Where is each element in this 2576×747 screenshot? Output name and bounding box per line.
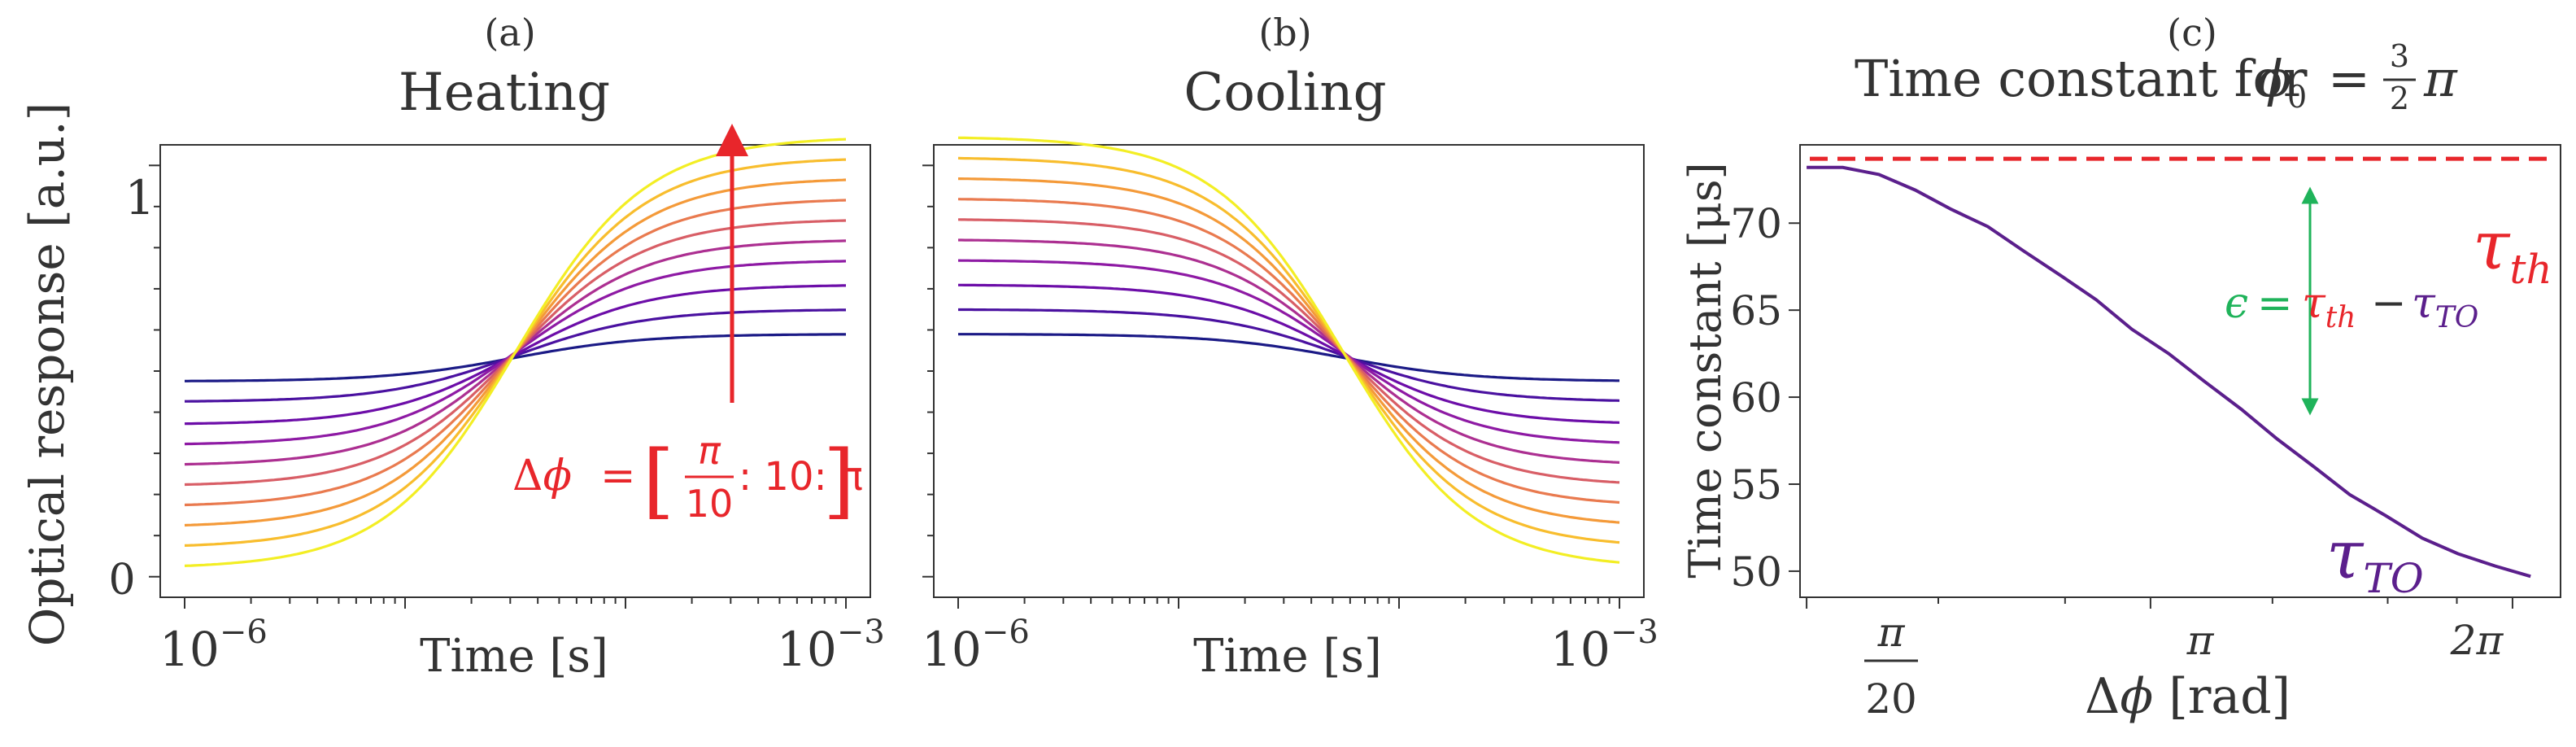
tau-th-label: τth (2473, 208, 2552, 293)
panel-a-x-axis-label: Time [s] (420, 630, 608, 683)
y-tick-label-55: 55 (1730, 461, 1782, 509)
y-tick-label-50: 50 (1730, 548, 1782, 596)
curve-8 (958, 177, 1620, 524)
panel-b-xtick-right: 10−3 (1550, 614, 1658, 677)
svg-text:0: 0 (2287, 79, 2307, 115)
y-tick-label-65: 65 (1730, 287, 1782, 334)
epsilon-equation: ϵ = τth − τTO (2225, 279, 2478, 334)
svg-text:Time constant for: Time constant for (1855, 49, 2308, 108)
svg-text:=: = (600, 452, 636, 500)
panel-a-xtick-left: 10−6 (159, 614, 268, 677)
y-axis-label-shared: Optical response [a.u.] (20, 103, 75, 646)
panel-b-title: Cooling (1183, 63, 1386, 123)
curve-4 (957, 259, 1620, 444)
svg-text:Δϕ: Δϕ (512, 452, 572, 500)
panel-b: (b) Cooling 10−6 10−3 Time [s] (922, 11, 1658, 683)
panel-a: (a) Heating 1 0 10−6 10−3 Time [s] Δϕ = … (108, 11, 884, 683)
y-tick-label-70: 70 (1730, 200, 1782, 247)
curve-10 (184, 138, 847, 567)
panel-c-title: Time constant for ϕ 0 = 3 2 π (1855, 38, 2458, 116)
curve-6 (957, 218, 1620, 484)
tau-to-label: τTO (2326, 517, 2424, 602)
curve-9 (957, 156, 1620, 544)
panel-b-letter: (b) (1258, 11, 1311, 55)
svg-text:π: π (698, 429, 721, 473)
svg-text:=: = (2328, 49, 2370, 108)
svg-text:τth: τth (2302, 279, 2356, 334)
curve-1 (185, 333, 846, 382)
svg-text:]: ] (823, 433, 855, 528)
panel-b-x-axis-label: Time [s] (1193, 630, 1382, 683)
panel-a-axes-frame (159, 144, 871, 598)
svg-text:10: 10 (686, 482, 734, 526)
panel-a-ticks (149, 164, 847, 609)
curve-7 (957, 198, 1620, 505)
panel-c-ytick-labels: 50 55 60 65 70 (1730, 200, 1782, 596)
curve-2 (958, 308, 1620, 402)
panel-c-letter: (c) (2167, 11, 2217, 55)
svg-text:−: − (2371, 279, 2407, 328)
panel-b-xtick-left: 10−6 (922, 614, 1030, 677)
tau-to-line (1807, 165, 2531, 579)
panel-c-x-axis-label: Δϕ [rad] (2085, 668, 2291, 725)
curve-1 (958, 333, 1619, 382)
panel-c-y-axis-label: Time constant [μs] (1680, 162, 1731, 578)
svg-text:ϕ: ϕ (2257, 49, 2291, 108)
svg-text:τTO: τTO (2412, 279, 2478, 334)
panel-c-ticks (1789, 222, 2513, 609)
svg-text:π: π (1877, 609, 1906, 656)
svg-text:π: π (2423, 49, 2458, 108)
svg-text:2: 2 (2390, 81, 2409, 116)
svg-text:3: 3 (2390, 38, 2409, 74)
panel-a-xtick-right: 10−3 (777, 614, 885, 677)
svg-text:20: 20 (1865, 675, 1917, 723)
panel-b-ticks (922, 164, 1620, 609)
panel-a-curves (184, 138, 847, 567)
svg-text:=: = (2257, 279, 2293, 328)
panel-c-xtick-pi: π (2186, 617, 2215, 664)
y-tick-label-60: 60 (1730, 374, 1782, 422)
panel-a-title: Heating (399, 63, 610, 123)
svg-text:[: [ (643, 433, 674, 528)
curve-3 (958, 283, 1620, 424)
panel-c-xtick-2pi: 2π (2450, 617, 2504, 664)
panel-a-delta-phi-annotation: Δϕ = [ π 10 : 10: π ] (512, 429, 863, 528)
panel-c-xtick-pi-over-20: π 20 (1864, 609, 1918, 723)
panel-c-axes-frame (1799, 144, 2561, 598)
panel-b-curves (957, 136, 1620, 564)
curve-10 (957, 136, 1620, 564)
curve-5 (958, 238, 1620, 464)
panel-c: (c) Time constant for ϕ 0 = 3 2 π Time c… (1680, 11, 2561, 725)
svg-text:ϵ: ϵ (2225, 279, 2248, 328)
panel-a-ytick-1: 1 (125, 170, 155, 225)
panel-a-ytick-0: 0 (108, 556, 135, 605)
panel-a-letter: (a) (484, 11, 535, 55)
svg-text:: 10: π: : 10: π (739, 454, 863, 500)
